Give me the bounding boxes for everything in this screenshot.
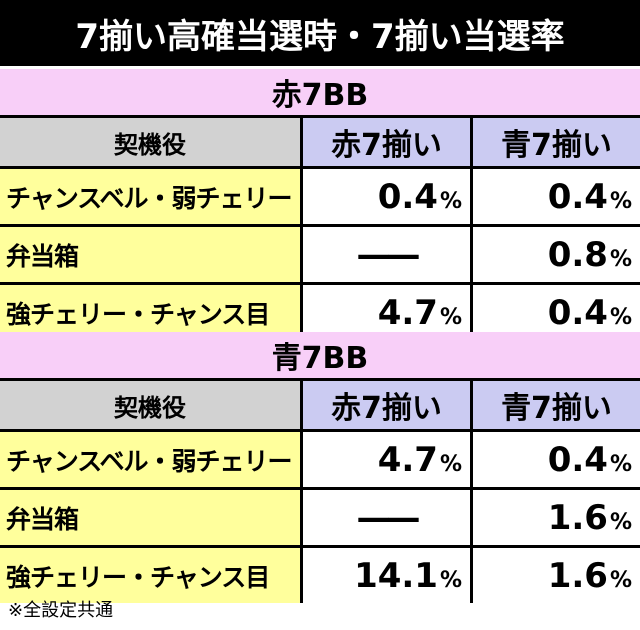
unit: % <box>609 568 632 593</box>
value-cell: 0.4% <box>473 285 640 340</box>
value-cell: 0.4% <box>303 169 470 224</box>
section-name: 青7BB <box>0 332 640 378</box>
unit: % <box>439 568 462 593</box>
value: 4.7 <box>377 292 438 333</box>
row-label: 弁当箱 <box>0 227 300 282</box>
section: 赤7BB 契機役 赤7揃い 青7揃い チャンスベル・弱チェリー 0.4% 0.4% 弁当箱 ——… <box>0 69 640 340</box>
row-label: チャンスベル・弱チェリー <box>0 169 300 224</box>
value: 1.6 <box>547 555 608 596</box>
value: 0.8 <box>547 234 608 275</box>
unit: % <box>609 452 632 477</box>
value: 0.4 <box>377 176 438 217</box>
value-cell: 0.4% <box>473 169 640 224</box>
row-label: 強チェリー・チャンス目 <box>0 285 300 340</box>
unit: % <box>609 305 632 330</box>
section: 青7BB 契機役 赤7揃い 青7揃い チャンスベル・弱チェリー 4.7% 0.4% 弁当箱 ——… <box>0 332 640 603</box>
column-header: 青7揃い <box>473 118 640 166</box>
value-cell: 0.4% <box>473 432 640 487</box>
section-name: 赤7BB <box>0 69 640 115</box>
unit: % <box>439 305 462 330</box>
value-cell: 1.6% <box>473 490 640 545</box>
unit: % <box>439 452 462 477</box>
column-header: 契機役 <box>0 381 300 429</box>
column-header: 赤7揃い <box>303 381 470 429</box>
unit: % <box>439 189 462 214</box>
value-cell: —— <box>303 227 470 282</box>
value: 0.4 <box>547 176 608 217</box>
column-header: 赤7揃い <box>303 118 470 166</box>
value: 0.4 <box>547 439 608 480</box>
value: 4.7 <box>377 439 438 480</box>
value: 1.6 <box>547 497 608 538</box>
value-cell: 0.8% <box>473 227 640 282</box>
column-header: 青7揃い <box>473 381 640 429</box>
value: —— <box>356 497 421 538</box>
value-cell: —— <box>303 490 470 545</box>
value-cell: 1.6% <box>473 548 640 603</box>
value: 14.1 <box>354 555 438 596</box>
value-cell: 4.7% <box>303 432 470 487</box>
row-label: チャンスベル・弱チェリー <box>0 432 300 487</box>
unit: % <box>609 247 632 272</box>
unit: % <box>609 189 632 214</box>
value-cell: 4.7% <box>303 285 470 340</box>
column-header: 契機役 <box>0 118 300 166</box>
footnote: ※全設定共通 <box>8 600 114 621</box>
title: 7揃い高確当選時・7揃い当選率 <box>0 0 640 66</box>
row-label: 強チェリー・チャンス目 <box>0 548 300 603</box>
unit: % <box>609 510 632 535</box>
value: —— <box>356 234 421 275</box>
value-cell: 14.1% <box>303 548 470 603</box>
value: 0.4 <box>547 292 608 333</box>
row-label: 弁当箱 <box>0 490 300 545</box>
